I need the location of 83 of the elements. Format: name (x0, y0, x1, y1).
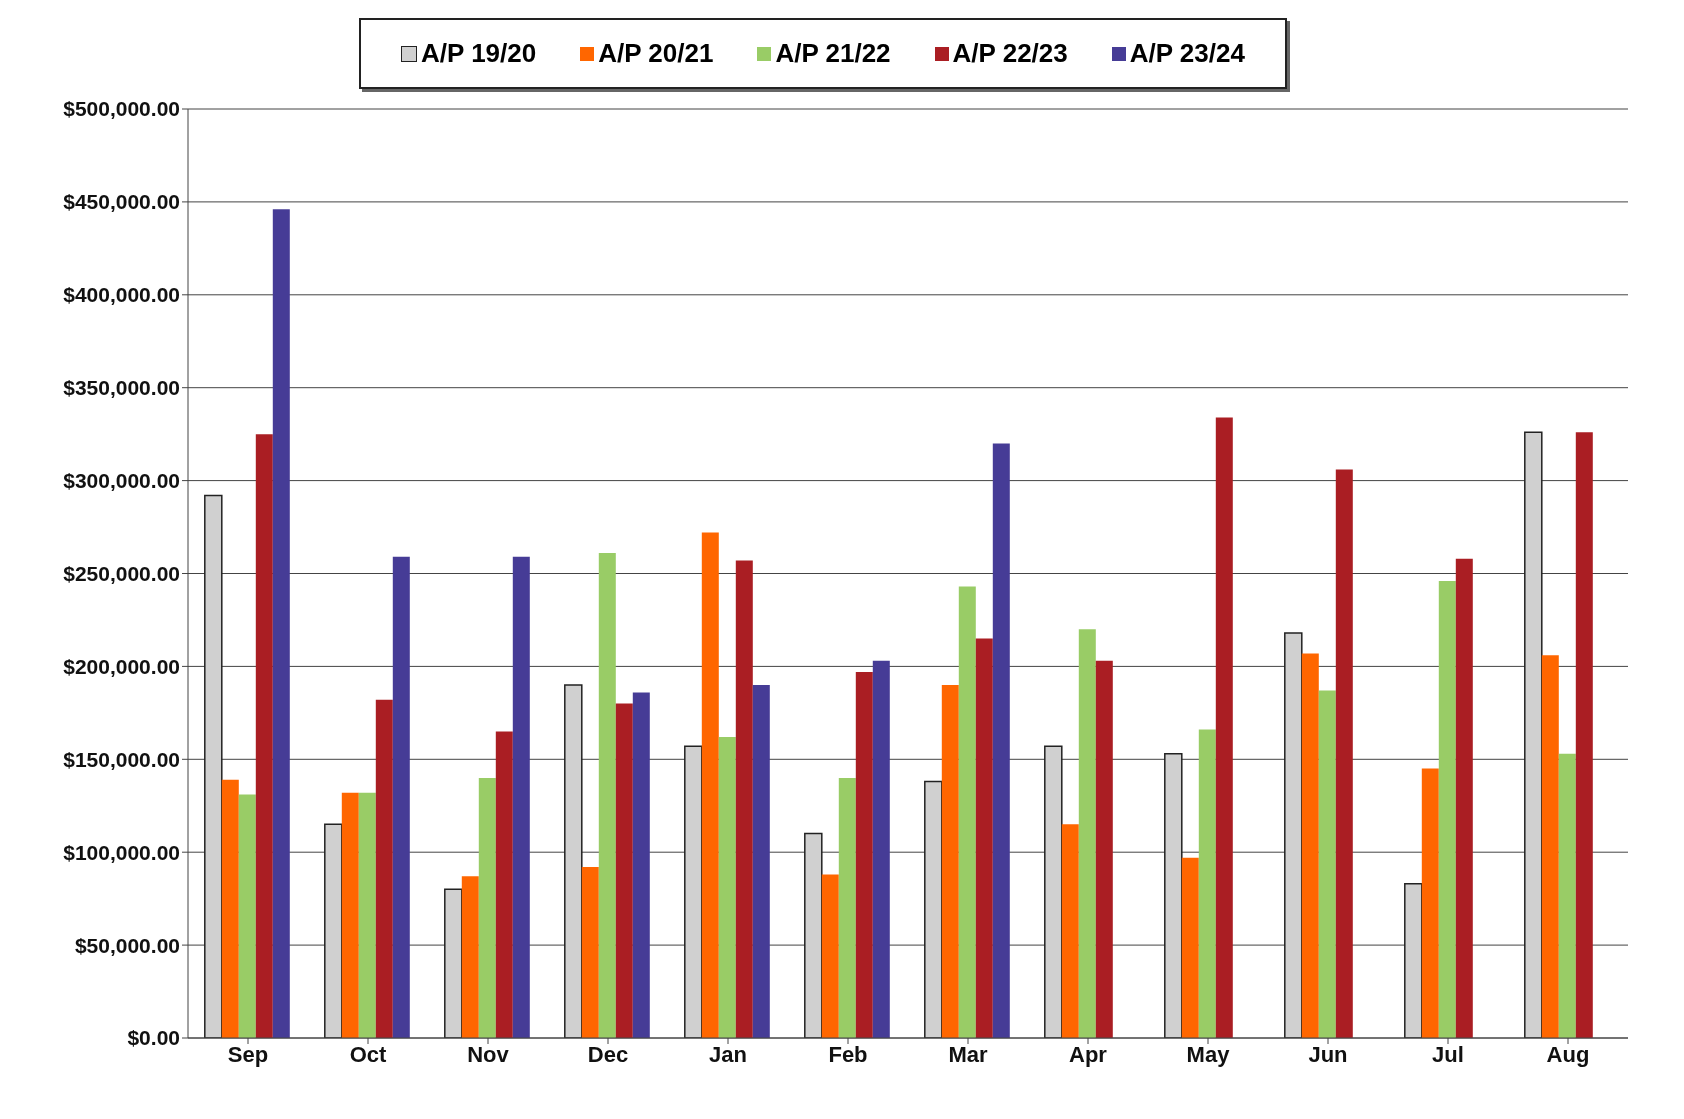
bar (992, 443, 1010, 1038)
x-tick-label: Jun (1308, 1041, 1348, 1067)
x-tick-label: Mar (948, 1041, 988, 1067)
bar (255, 434, 273, 1038)
bar (1078, 629, 1096, 1038)
y-tick-label: $150,000.00 (63, 747, 180, 771)
x-tick-label: Nov (467, 1041, 510, 1067)
bar (1524, 431, 1543, 1038)
bar (701, 532, 719, 1038)
y-tick-label: $250,000.00 (63, 561, 180, 585)
legend-label: A/P 19/20 (420, 38, 537, 69)
bar (1061, 824, 1079, 1038)
y-tick-label: $450,000.00 (63, 190, 180, 214)
x-tick-label: Oct (349, 1041, 387, 1067)
bar (855, 671, 873, 1038)
bar (1284, 632, 1303, 1038)
bar (1181, 857, 1199, 1038)
bar (564, 684, 583, 1038)
bar (204, 494, 223, 1038)
bar (1455, 558, 1473, 1038)
x-tick-label: May (1186, 1041, 1231, 1067)
bar (392, 556, 410, 1038)
bar (238, 794, 256, 1038)
bar (632, 692, 650, 1038)
bar (478, 777, 496, 1038)
bar (444, 888, 463, 1038)
bar (1164, 752, 1183, 1038)
bar (1095, 660, 1113, 1038)
bar (1044, 745, 1063, 1038)
bar (872, 660, 890, 1038)
bar (838, 777, 856, 1038)
bar (941, 684, 959, 1038)
bar (1404, 883, 1423, 1038)
y-tick-label: $0.00 (127, 1026, 180, 1050)
bar (804, 832, 823, 1038)
bar (975, 638, 993, 1038)
legend-label: A/P 21/22 (774, 38, 891, 69)
bar (495, 731, 513, 1038)
bar (718, 737, 736, 1038)
y-tick-label: $50,000.00 (74, 933, 180, 957)
bar (581, 867, 599, 1038)
bar (1215, 417, 1233, 1038)
bar (1575, 432, 1593, 1038)
x-tick-label: Jul (1432, 1041, 1464, 1067)
x-tick-label: Jan (709, 1041, 747, 1067)
bar (958, 586, 976, 1038)
bar (598, 553, 616, 1038)
y-tick-label: $100,000.00 (63, 840, 180, 864)
y-tick-label: $400,000.00 (63, 283, 180, 307)
bar (821, 874, 839, 1038)
bar (1541, 655, 1559, 1038)
x-tick-label: Apr (1069, 1041, 1108, 1067)
legend-label: A/P 23/24 (1128, 38, 1245, 69)
bar (1335, 469, 1353, 1038)
legend-label: A/P 22/23 (951, 38, 1068, 69)
y-tick-label: $500,000.00 (63, 97, 180, 121)
bar (1421, 768, 1439, 1038)
x-tick-label: Dec (587, 1041, 629, 1067)
bar (221, 779, 239, 1038)
bar (1438, 580, 1456, 1038)
bar (375, 699, 393, 1038)
bar (924, 780, 943, 1038)
bar (272, 209, 290, 1038)
bar (358, 792, 376, 1038)
bar (752, 684, 770, 1038)
bar (461, 876, 479, 1038)
bar (735, 560, 753, 1038)
bar (512, 556, 530, 1038)
y-tick-label: $350,000.00 (63, 376, 180, 400)
y-tick-label: $300,000.00 (63, 469, 180, 493)
bar (1301, 653, 1319, 1038)
bar (341, 792, 359, 1038)
bar (684, 745, 703, 1038)
bar (1198, 729, 1216, 1038)
legend-label: A/P 20/21 (597, 38, 714, 69)
bar (615, 703, 633, 1038)
bar (1558, 753, 1576, 1038)
x-tick-label: Sep (227, 1041, 269, 1067)
x-tick-label: Aug (1546, 1041, 1590, 1067)
bar (324, 823, 343, 1038)
x-tick-label: Feb (828, 1041, 868, 1067)
bar (1318, 690, 1336, 1038)
y-tick-label: $200,000.00 (63, 654, 180, 678)
